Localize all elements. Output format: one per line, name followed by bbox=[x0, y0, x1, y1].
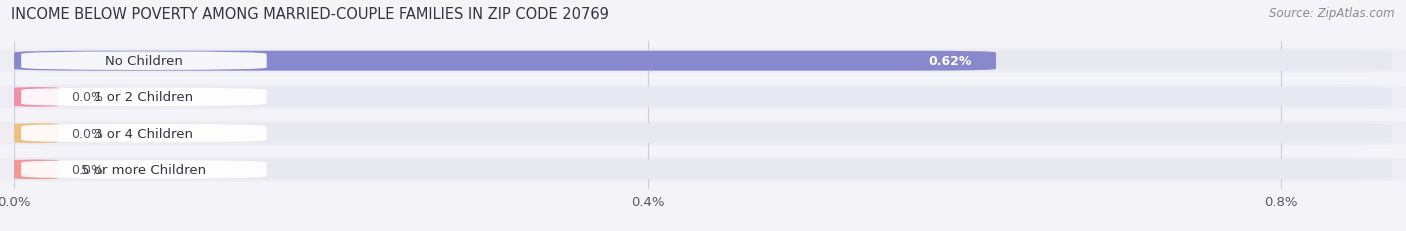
FancyBboxPatch shape bbox=[14, 88, 1392, 107]
Text: 0.0%: 0.0% bbox=[72, 91, 103, 104]
Text: 0.62%: 0.62% bbox=[929, 55, 972, 68]
Text: Source: ZipAtlas.com: Source: ZipAtlas.com bbox=[1270, 7, 1395, 20]
FancyBboxPatch shape bbox=[21, 160, 267, 179]
FancyBboxPatch shape bbox=[14, 124, 59, 143]
Text: No Children: No Children bbox=[105, 55, 183, 68]
FancyBboxPatch shape bbox=[14, 160, 59, 179]
Text: 0.0%: 0.0% bbox=[72, 127, 103, 140]
FancyBboxPatch shape bbox=[14, 160, 1392, 179]
Text: 3 or 4 Children: 3 or 4 Children bbox=[94, 127, 194, 140]
FancyBboxPatch shape bbox=[21, 88, 267, 107]
Text: 5 or more Children: 5 or more Children bbox=[82, 163, 207, 176]
FancyBboxPatch shape bbox=[14, 88, 59, 107]
Text: INCOME BELOW POVERTY AMONG MARRIED-COUPLE FAMILIES IN ZIP CODE 20769: INCOME BELOW POVERTY AMONG MARRIED-COUPL… bbox=[11, 7, 609, 22]
FancyBboxPatch shape bbox=[21, 52, 267, 71]
FancyBboxPatch shape bbox=[0, 85, 1406, 110]
FancyBboxPatch shape bbox=[0, 49, 1406, 74]
Text: 0.0%: 0.0% bbox=[72, 163, 103, 176]
FancyBboxPatch shape bbox=[14, 52, 995, 71]
FancyBboxPatch shape bbox=[0, 157, 1406, 182]
Text: 1 or 2 Children: 1 or 2 Children bbox=[94, 91, 194, 104]
FancyBboxPatch shape bbox=[14, 52, 1392, 71]
FancyBboxPatch shape bbox=[21, 124, 267, 143]
FancyBboxPatch shape bbox=[14, 124, 1392, 143]
FancyBboxPatch shape bbox=[0, 121, 1406, 146]
